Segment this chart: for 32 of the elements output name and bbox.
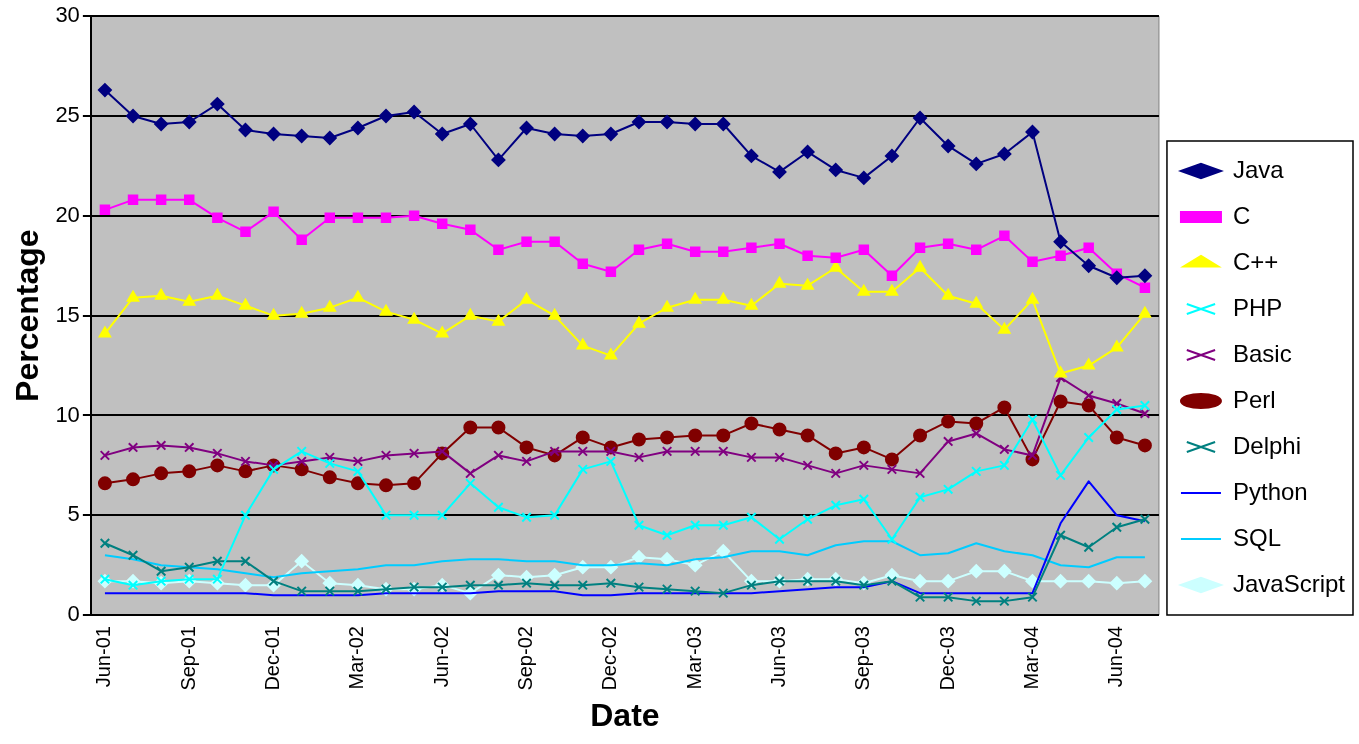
x-tick-label: Dec-02 [598, 626, 621, 691]
x-tick-label: Mar-02 [345, 626, 368, 690]
legend-label: Basic [1232, 339, 1292, 367]
x-tick-label: Sep-01 [176, 626, 199, 691]
y-tick-label: 5 [67, 501, 80, 527]
x-tick-label: Jun-03 [767, 626, 790, 688]
y-tick-label: 20 [55, 201, 80, 227]
legend-label: C [1232, 201, 1251, 229]
y-tick-label: 10 [55, 401, 80, 427]
legend-label: PHP [1232, 293, 1283, 321]
y-axis-title: Percentage [9, 229, 46, 402]
x-tick-label: Sep-03 [851, 626, 874, 691]
x-tick-label: Sep-02 [514, 626, 537, 691]
x-tick-label: Jun-04 [1104, 626, 1127, 688]
x-tick-label: Jun-02 [429, 626, 452, 688]
y-tick-label: 25 [55, 102, 80, 128]
legend-label: JavaScript [1232, 569, 1346, 597]
legend-label: SQL [1232, 523, 1281, 551]
legend-label: Python [1232, 477, 1308, 505]
y-tick-label: 0 [67, 601, 80, 627]
legend-label: Java [1232, 155, 1285, 183]
x-tick-label: Dec-03 [935, 626, 958, 691]
x-tick-label: Mar-03 [682, 626, 705, 690]
legend-label: C++ [1232, 247, 1279, 275]
legend-label: Perl [1232, 385, 1276, 413]
y-tick-label: 15 [55, 301, 80, 327]
x-tick-label: Jun-01 [92, 626, 115, 688]
x-axis-title: Date [590, 696, 660, 733]
legend-label: Delphi [1232, 431, 1301, 459]
y-tick-label: 30 [55, 2, 80, 28]
x-tick-label: Mar-04 [1019, 626, 1042, 690]
x-tick-label: Dec-01 [261, 626, 284, 691]
